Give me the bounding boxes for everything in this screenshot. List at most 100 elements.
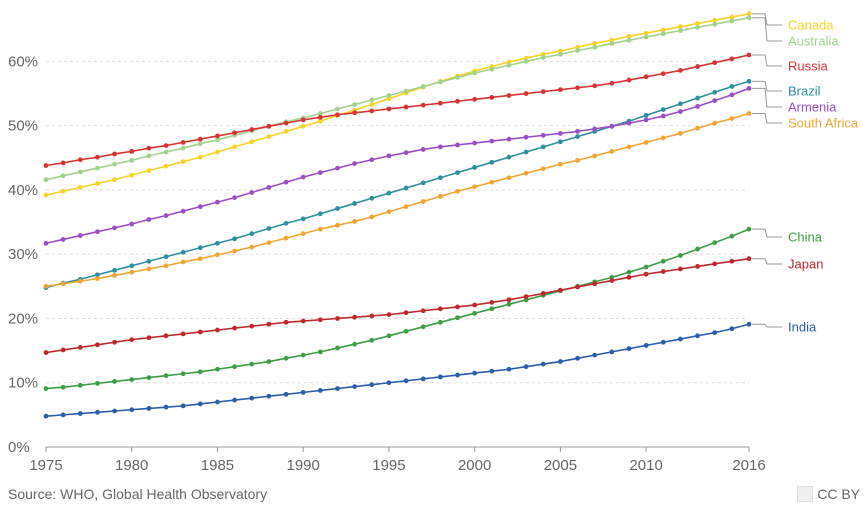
data-point-japan[interactable]: [678, 266, 683, 272]
data-point-japan[interactable]: [643, 271, 649, 277]
data-point-china[interactable]: [163, 373, 169, 379]
data-point-india[interactable]: [420, 376, 426, 382]
data-point-australia[interactable]: [95, 165, 100, 171]
data-point-south-africa[interactable]: [317, 226, 323, 232]
data-point-russia[interactable]: [112, 151, 117, 157]
data-point-japan[interactable]: [43, 350, 49, 355]
data-point-japan[interactable]: [540, 291, 546, 296]
data-point-brazil[interactable]: [215, 240, 220, 246]
data-point-canada[interactable]: [180, 159, 186, 165]
data-point-south-africa[interactable]: [523, 170, 529, 176]
data-point-japan[interactable]: [729, 258, 735, 264]
data-point-south-africa[interactable]: [472, 184, 478, 190]
data-point-australia[interactable]: [557, 51, 563, 57]
data-point-india[interactable]: [77, 411, 83, 416]
data-point-japan[interactable]: [472, 302, 478, 308]
data-point-russia[interactable]: [403, 104, 409, 110]
data-point-brazil[interactable]: [283, 220, 289, 226]
data-point-india[interactable]: [729, 326, 735, 332]
data-point-armenia[interactable]: [249, 190, 255, 195]
series-label-canada[interactable]: Canada: [788, 18, 834, 33]
data-point-russia[interactable]: [575, 85, 580, 91]
data-point-australia[interactable]: [660, 31, 666, 37]
data-point-south-africa[interactable]: [232, 248, 238, 254]
data-point-india[interactable]: [300, 389, 306, 395]
data-point-armenia[interactable]: [455, 142, 460, 148]
data-point-japan[interactable]: [609, 278, 615, 283]
data-point-japan[interactable]: [335, 316, 340, 321]
data-point-armenia[interactable]: [489, 138, 495, 144]
data-point-south-africa[interactable]: [609, 148, 615, 154]
series-label-south-africa[interactable]: South Africa: [788, 116, 859, 131]
data-point-armenia[interactable]: [335, 165, 340, 171]
data-point-armenia[interactable]: [540, 132, 546, 138]
data-point-canada[interactable]: [317, 118, 323, 124]
data-point-south-africa[interactable]: [60, 281, 66, 287]
data-point-india[interactable]: [643, 343, 649, 348]
data-point-china[interactable]: [232, 364, 238, 370]
data-point-brazil[interactable]: [472, 165, 478, 170]
data-point-australia[interactable]: [146, 153, 152, 159]
data-point-brazil[interactable]: [437, 175, 443, 181]
data-point-russia[interactable]: [43, 163, 49, 168]
data-point-australia[interactable]: [129, 157, 135, 163]
data-point-armenia[interactable]: [112, 225, 117, 231]
data-point-russia[interactable]: [643, 74, 649, 80]
data-point-brazil[interactable]: [335, 206, 340, 211]
data-point-canada[interactable]: [60, 188, 66, 194]
data-point-australia[interactable]: [643, 34, 649, 40]
data-point-russia[interactable]: [283, 120, 289, 126]
data-point-japan[interactable]: [575, 284, 580, 290]
data-point-japan[interactable]: [626, 274, 632, 280]
data-point-brazil[interactable]: [712, 89, 718, 95]
data-point-south-africa[interactable]: [403, 204, 409, 210]
data-point-japan[interactable]: [420, 308, 426, 314]
data-point-china[interactable]: [60, 384, 66, 390]
data-point-brazil[interactable]: [129, 263, 135, 269]
data-point-japan[interactable]: [386, 312, 392, 318]
series-label-australia[interactable]: Australia: [788, 34, 839, 49]
data-point-japan[interactable]: [300, 318, 306, 324]
data-point-japan[interactable]: [455, 304, 460, 310]
series-line-south-africa[interactable]: [45, 112, 750, 288]
data-point-armenia[interactable]: [60, 237, 66, 242]
data-point-india[interactable]: [369, 382, 375, 388]
data-point-china[interactable]: [660, 258, 666, 264]
data-point-china[interactable]: [489, 306, 495, 312]
data-point-south-africa[interactable]: [437, 193, 443, 199]
data-point-canada[interactable]: [95, 181, 100, 186]
data-point-armenia[interactable]: [197, 204, 203, 210]
data-point-india[interactable]: [129, 407, 135, 413]
data-point-australia[interactable]: [180, 145, 186, 151]
data-point-india[interactable]: [489, 368, 495, 374]
data-point-south-africa[interactable]: [455, 188, 460, 194]
data-point-armenia[interactable]: [523, 134, 529, 140]
data-point-australia[interactable]: [369, 97, 375, 103]
data-point-brazil[interactable]: [197, 245, 203, 251]
series-line-australia[interactable]: [45, 16, 750, 181]
data-point-china[interactable]: [283, 355, 289, 361]
data-point-armenia[interactable]: [660, 113, 666, 119]
data-point-japan[interactable]: [506, 297, 512, 303]
data-point-south-africa[interactable]: [626, 144, 632, 150]
series-china[interactable]: [43, 226, 752, 391]
data-point-russia[interactable]: [386, 106, 392, 112]
data-point-armenia[interactable]: [472, 140, 478, 146]
data-point-brazil[interactable]: [643, 112, 649, 118]
data-point-india[interactable]: [197, 401, 203, 407]
data-point-india[interactable]: [43, 413, 49, 419]
data-point-brazil[interactable]: [317, 211, 323, 217]
data-point-india[interactable]: [472, 370, 478, 376]
data-point-russia[interactable]: [129, 148, 135, 154]
data-point-armenia[interactable]: [420, 147, 426, 152]
data-point-china[interactable]: [678, 253, 683, 258]
data-point-brazil[interactable]: [506, 154, 512, 160]
data-point-india[interactable]: [283, 391, 289, 397]
data-point-armenia[interactable]: [403, 150, 409, 156]
data-point-south-africa[interactable]: [712, 120, 718, 126]
data-point-india[interactable]: [403, 378, 409, 384]
data-point-china[interactable]: [249, 361, 255, 367]
data-point-canada[interactable]: [266, 134, 272, 140]
data-point-armenia[interactable]: [386, 153, 392, 159]
data-point-canada[interactable]: [729, 14, 735, 20]
